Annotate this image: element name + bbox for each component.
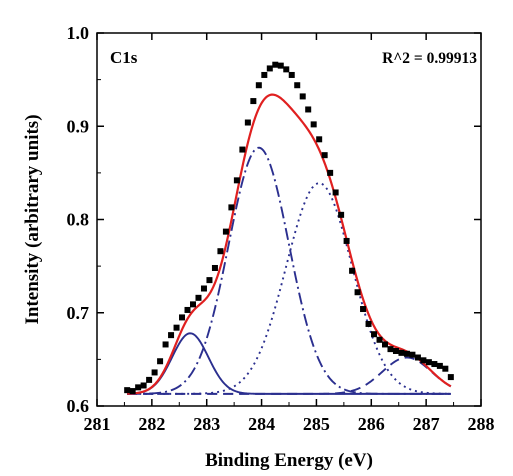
data-point: [272, 61, 279, 68]
data-point: [217, 248, 224, 255]
data-point: [129, 388, 136, 395]
data-point: [294, 82, 301, 89]
data-point: [206, 277, 213, 284]
data-point: [414, 354, 421, 361]
data-point: [431, 361, 438, 368]
data-point: [343, 237, 350, 244]
data-point: [195, 294, 202, 301]
x-tick-label: 286: [358, 414, 385, 434]
data-point: [261, 71, 268, 78]
data-point: [162, 341, 169, 348]
data-point: [420, 357, 427, 364]
data-point: [442, 365, 449, 372]
y-tick-label: 0.8: [67, 210, 90, 230]
x-tick-label: 283: [193, 414, 220, 434]
data-point: [436, 362, 443, 369]
data-point: [371, 331, 378, 338]
data-point: [305, 106, 312, 113]
data-point: [299, 93, 306, 100]
data-point: [354, 289, 361, 296]
component-peak-4: [127, 356, 452, 395]
r-squared-label: R^2 = 0.99913: [382, 50, 477, 67]
data-point: [255, 82, 262, 89]
data-point: [327, 169, 334, 176]
data-points: [124, 61, 454, 395]
data-point: [392, 347, 399, 354]
data-point: [288, 71, 295, 78]
data-point: [266, 65, 273, 72]
data-point: [398, 349, 405, 356]
y-axis-label: Intensity (arbitrary units): [22, 114, 43, 324]
y-tick-label: 0.7: [67, 303, 90, 323]
data-point: [360, 306, 367, 313]
axis-ticks: 281 282 283 284 285 286 287 288 0.6 0.7 0.8 0.9 1.0: [67, 23, 495, 434]
data-point: [211, 264, 218, 271]
data-point: [233, 177, 240, 184]
data-point: [222, 228, 229, 235]
y-tick-label: 0.6: [67, 396, 90, 416]
data-point: [387, 346, 394, 353]
data-point: [239, 146, 246, 153]
data-point: [157, 358, 164, 365]
data-point: [124, 387, 131, 394]
y-tick-label: 0.9: [67, 116, 90, 136]
data-point: [228, 204, 235, 211]
data-point: [365, 320, 372, 327]
component-peak-2: [127, 146, 451, 395]
data-point: [146, 376, 153, 383]
plot-frame: [96, 32, 482, 407]
spectrum-label: C1s: [110, 48, 138, 67]
data-point: [349, 267, 356, 274]
data-point: [376, 336, 383, 343]
data-point: [447, 374, 454, 381]
y-tick-label: 1.0: [67, 23, 90, 43]
data-point: [168, 332, 175, 339]
x-tick-label: 281: [84, 414, 111, 434]
data-point: [184, 306, 191, 313]
component-peak-3: [127, 182, 451, 395]
data-point: [135, 384, 142, 391]
data-point: [244, 119, 251, 126]
data-point: [179, 314, 186, 321]
data-point: [403, 350, 410, 357]
data-point: [316, 136, 323, 143]
fit-envelope: [127, 93, 452, 395]
data-point: [332, 189, 339, 196]
x-tick-label: 285: [303, 414, 330, 434]
x-tick-label: 287: [413, 414, 440, 434]
data-point: [151, 369, 158, 376]
data-point: [321, 152, 328, 159]
data-point: [140, 382, 147, 389]
data-point: [250, 98, 257, 105]
x-axis-label: Binding Energy (eV): [205, 450, 373, 471]
data-point: [338, 211, 345, 218]
x-tick-label: 282: [138, 414, 165, 434]
data-point: [425, 359, 432, 366]
data-point: [277, 62, 284, 69]
data-point: [409, 351, 416, 358]
fitted-curves: [127, 93, 452, 395]
data-point: [382, 341, 388, 348]
data-point: [190, 301, 196, 308]
data-point: [200, 285, 207, 292]
x-tick-label: 288: [468, 414, 495, 434]
data-point: [173, 324, 180, 331]
data-point: [310, 121, 317, 128]
x-tick-label: 284: [248, 414, 275, 434]
data-point: [283, 66, 290, 73]
